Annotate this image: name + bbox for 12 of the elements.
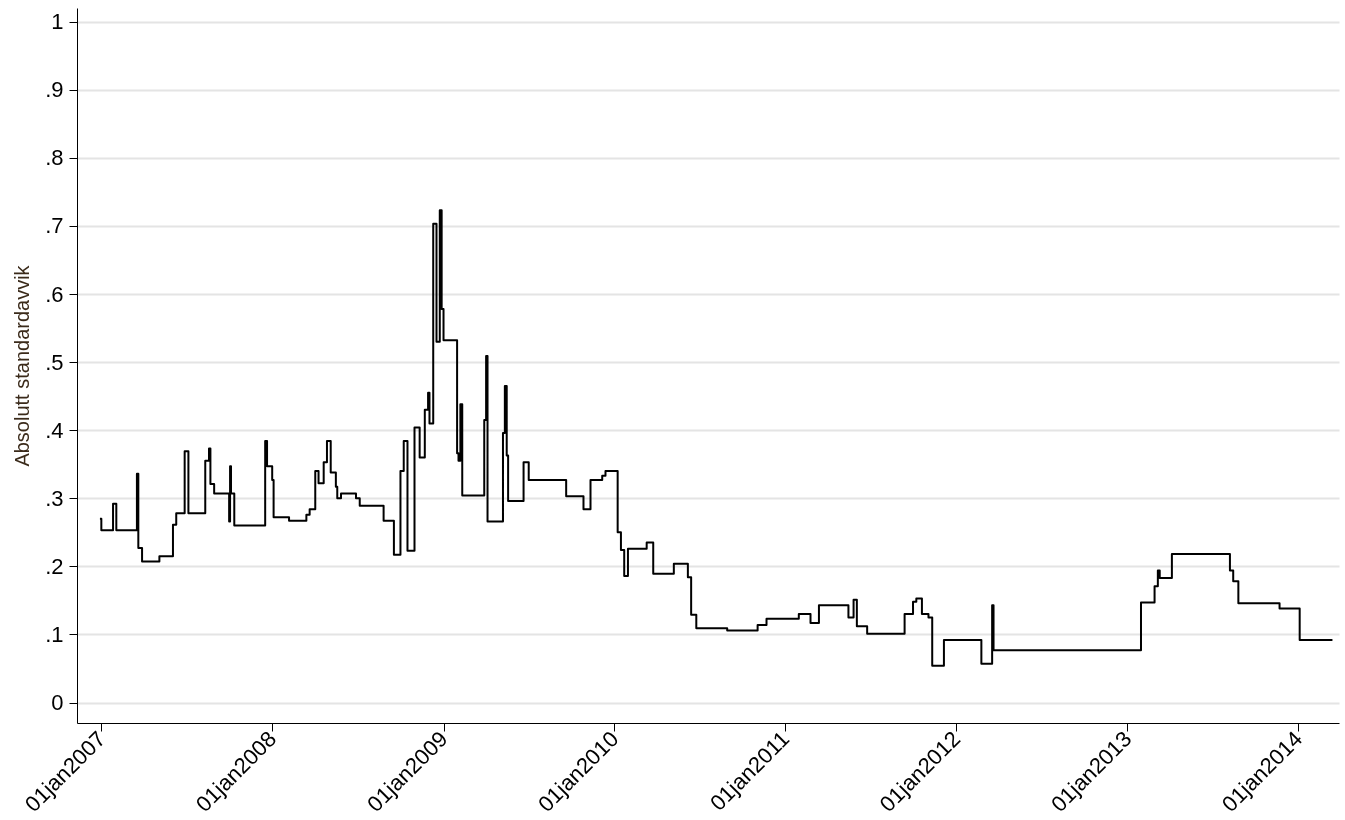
- y-tick-label: .8: [45, 145, 64, 171]
- y-tick-label: .6: [45, 281, 64, 307]
- y-tick-label: .9: [45, 77, 64, 103]
- y-tick-label: 0: [51, 690, 64, 716]
- y-tick-label: 1: [51, 9, 64, 35]
- y-tick-label: .7: [45, 213, 64, 239]
- y-axis-title: Absolutt standardavvik: [11, 264, 34, 467]
- y-tick-label: .4: [45, 417, 64, 443]
- y-tick-label: .5: [45, 349, 64, 375]
- y-tick-label: .1: [45, 621, 64, 647]
- y-tick-label: .3: [45, 485, 64, 511]
- y-tick-label: .2: [45, 553, 64, 579]
